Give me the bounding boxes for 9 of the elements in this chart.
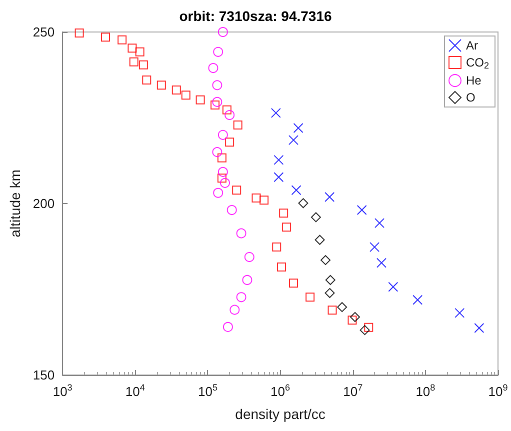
y-tick-label: 150 xyxy=(32,368,55,382)
legend-label: O xyxy=(466,90,476,104)
chart-title: orbit: 7310sza: 94.7316 xyxy=(179,8,332,24)
legend-label: Ar xyxy=(466,38,478,52)
y-axis-title: altitude km xyxy=(7,170,23,238)
legend-label: He xyxy=(466,74,482,88)
x-axis-title: density part/cc xyxy=(235,406,326,422)
y-tick-label: 250 xyxy=(32,24,55,40)
y-tick-label: 200 xyxy=(32,196,55,211)
